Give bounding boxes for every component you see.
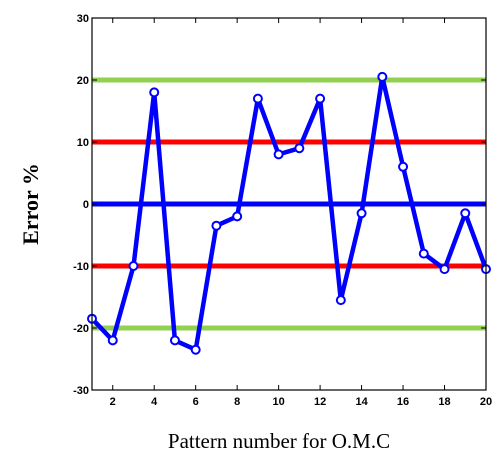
data-point	[252, 93, 263, 104]
x-tick-label: 4	[151, 396, 158, 408]
data-point	[190, 344, 201, 355]
y-tick-label: 30	[77, 13, 89, 25]
x-tick-label: 16	[397, 396, 409, 408]
data-point	[356, 208, 367, 219]
data-point	[377, 71, 388, 82]
x-tick-label: 12	[314, 396, 326, 408]
data-point	[315, 93, 326, 104]
y-tick-label: 0	[83, 199, 89, 211]
series-line	[89, 74, 489, 352]
data-point	[418, 248, 429, 259]
y-tick-label: 10	[77, 137, 89, 149]
data-point	[107, 335, 118, 346]
x-tick-label: 20	[480, 396, 492, 408]
axis-ticks: -30 -20 -10 0 10 20 30 2 4 6 8 10 12 14 16 18 20	[73, 13, 492, 408]
y-tick-label: -10	[73, 261, 89, 273]
data-point	[335, 295, 346, 306]
data-point	[398, 161, 409, 172]
y-tick-label: 20	[77, 75, 89, 87]
y-tick-label: -20	[73, 323, 89, 335]
x-tick-label: 10	[273, 396, 285, 408]
data-point	[460, 208, 471, 219]
data-point	[232, 211, 243, 222]
x-axis-label: Pattern number for O.M.C	[168, 429, 390, 452]
y-tick-label: -30	[73, 385, 89, 397]
data-point	[273, 149, 284, 160]
data-point	[169, 335, 180, 346]
x-tick-label: 18	[438, 396, 450, 408]
data-point	[128, 261, 139, 271]
data-point	[439, 264, 450, 275]
data-point	[211, 220, 222, 231]
x-tick-label: 2	[110, 396, 116, 408]
x-tick-label: 6	[193, 396, 199, 408]
x-tick-label: 8	[234, 396, 240, 408]
series-group	[87, 71, 491, 355]
x-tick-label: 14	[355, 396, 368, 408]
data-point	[149, 87, 160, 98]
data-point	[294, 143, 305, 154]
y-axis-label: Error %	[18, 163, 43, 245]
